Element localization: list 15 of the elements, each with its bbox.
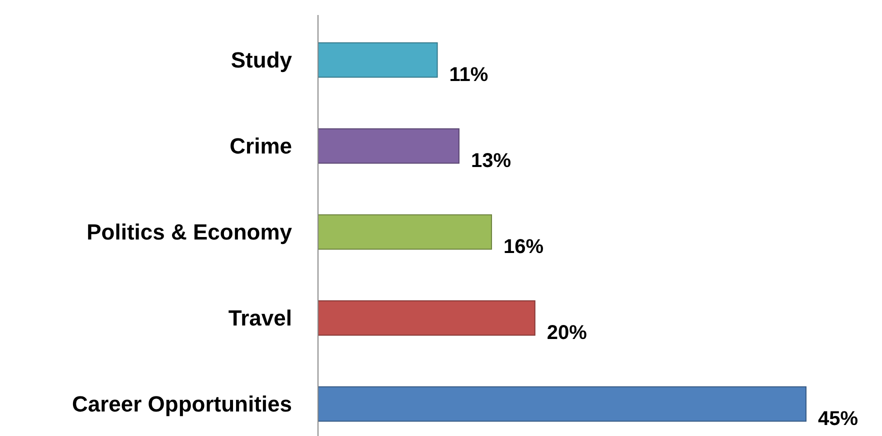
data-label: 45%: [818, 408, 858, 430]
bar: [318, 300, 536, 336]
y-tick-label: Study: [230, 48, 293, 73]
y-tick-label: Career Opportunities: [72, 392, 292, 417]
bar: [318, 42, 438, 78]
data-label: 20%: [546, 322, 588, 344]
bar: [318, 214, 492, 250]
data-label: 13%: [470, 150, 512, 172]
bar: [318, 128, 460, 164]
data-label: 11%: [449, 64, 488, 86]
y-tick-label: Politics & Economy: [86, 220, 293, 245]
data-label: 16%: [504, 236, 544, 258]
y-tick-label: Travel: [228, 306, 292, 331]
y-tick-label: Crime: [230, 134, 292, 159]
bar: [318, 386, 806, 422]
